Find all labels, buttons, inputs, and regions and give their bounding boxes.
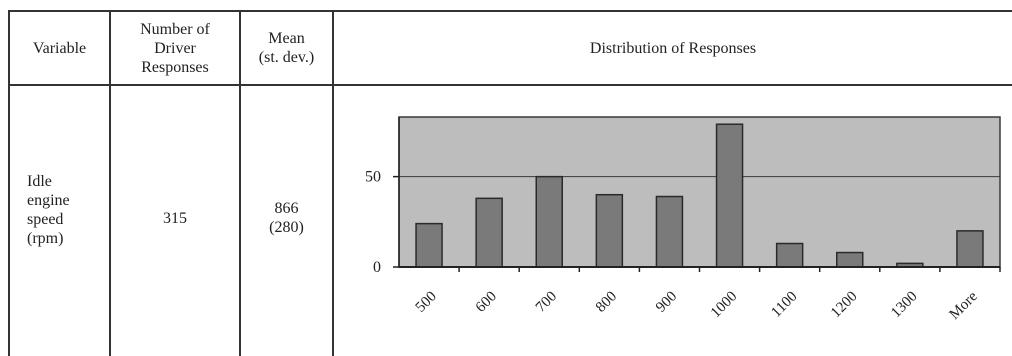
table-left-border [8,10,10,356]
x-tick-label-600: 600 [473,289,500,316]
x-tick-label-900: 900 [653,289,680,316]
x-tick-label-1200: 1200 [828,289,861,322]
y-tick-label-50: 50 [365,169,381,186]
bar-500 [415,222,443,268]
header-variable: Variable [32,39,87,57]
x-tick-label-1300: 1300 [888,289,921,322]
y-tick-label-0: 0 [373,259,381,276]
header-responses: Number of Driver Responses [140,20,210,76]
row-mean: 866 (280) [269,200,304,236]
bar-More [956,230,984,268]
row-variable: Idle engine speed (rpm) [27,173,70,247]
bar-800 [595,193,624,268]
x-tick-label-500: 500 [413,289,440,316]
x-tick-label-More: More [946,288,981,323]
x-tick-label-700: 700 [533,289,560,316]
data-table: Variable Number of Driver Responses Mean… [8,10,1012,356]
bar-1000 [715,123,744,268]
bar-900 [655,195,684,268]
bar-600 [475,197,503,268]
header-mean: Mean (st. dev.) [258,30,315,66]
x-tick-label-1000: 1000 [708,289,741,322]
table-top-rule [8,10,1012,12]
x-tick-label-1100: 1100 [768,289,800,321]
row-responses: 315 [163,209,187,227]
header-distribution: Distribution of Responses [589,39,757,57]
bar-1200 [836,251,864,268]
col-divider-2 [239,10,241,356]
bar-700 [535,175,563,268]
table-header-rule [8,84,1012,86]
x-tick-label-800: 800 [593,289,620,316]
bar-1100 [775,242,804,268]
col-divider-1 [109,10,111,356]
col-divider-3 [332,10,334,356]
